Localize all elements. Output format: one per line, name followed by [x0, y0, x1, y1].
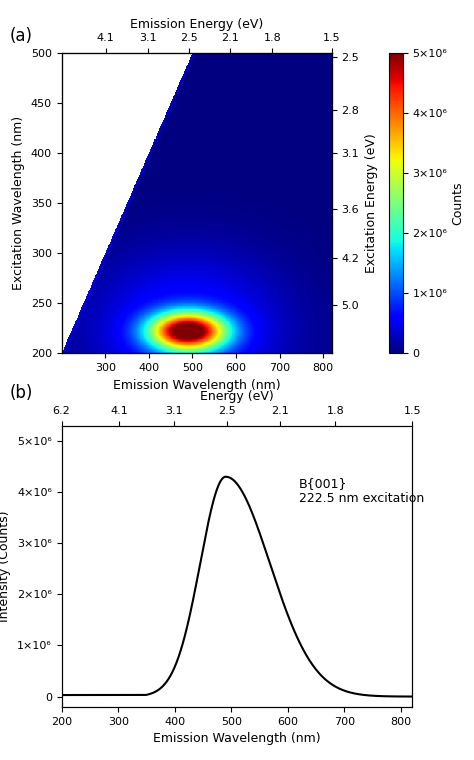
Text: B{001}
222.5 nm excitation: B{001} 222.5 nm excitation [299, 477, 425, 505]
Text: (b): (b) [9, 384, 33, 402]
X-axis label: Emission Wavelength (nm): Emission Wavelength (nm) [153, 732, 321, 745]
Y-axis label: Counts: Counts [452, 182, 465, 225]
Y-axis label: Excitation Energy (eV): Excitation Energy (eV) [365, 134, 378, 273]
X-axis label: Emission Wavelength (nm): Emission Wavelength (nm) [113, 378, 281, 391]
X-axis label: Emission Energy (eV): Emission Energy (eV) [130, 18, 264, 31]
Y-axis label: Intensity (Counts): Intensity (Counts) [0, 511, 11, 622]
Text: (a): (a) [9, 27, 33, 45]
X-axis label: Energy (eV): Energy (eV) [200, 391, 274, 404]
Y-axis label: Excitation Wavelength (nm): Excitation Wavelength (nm) [12, 116, 25, 290]
